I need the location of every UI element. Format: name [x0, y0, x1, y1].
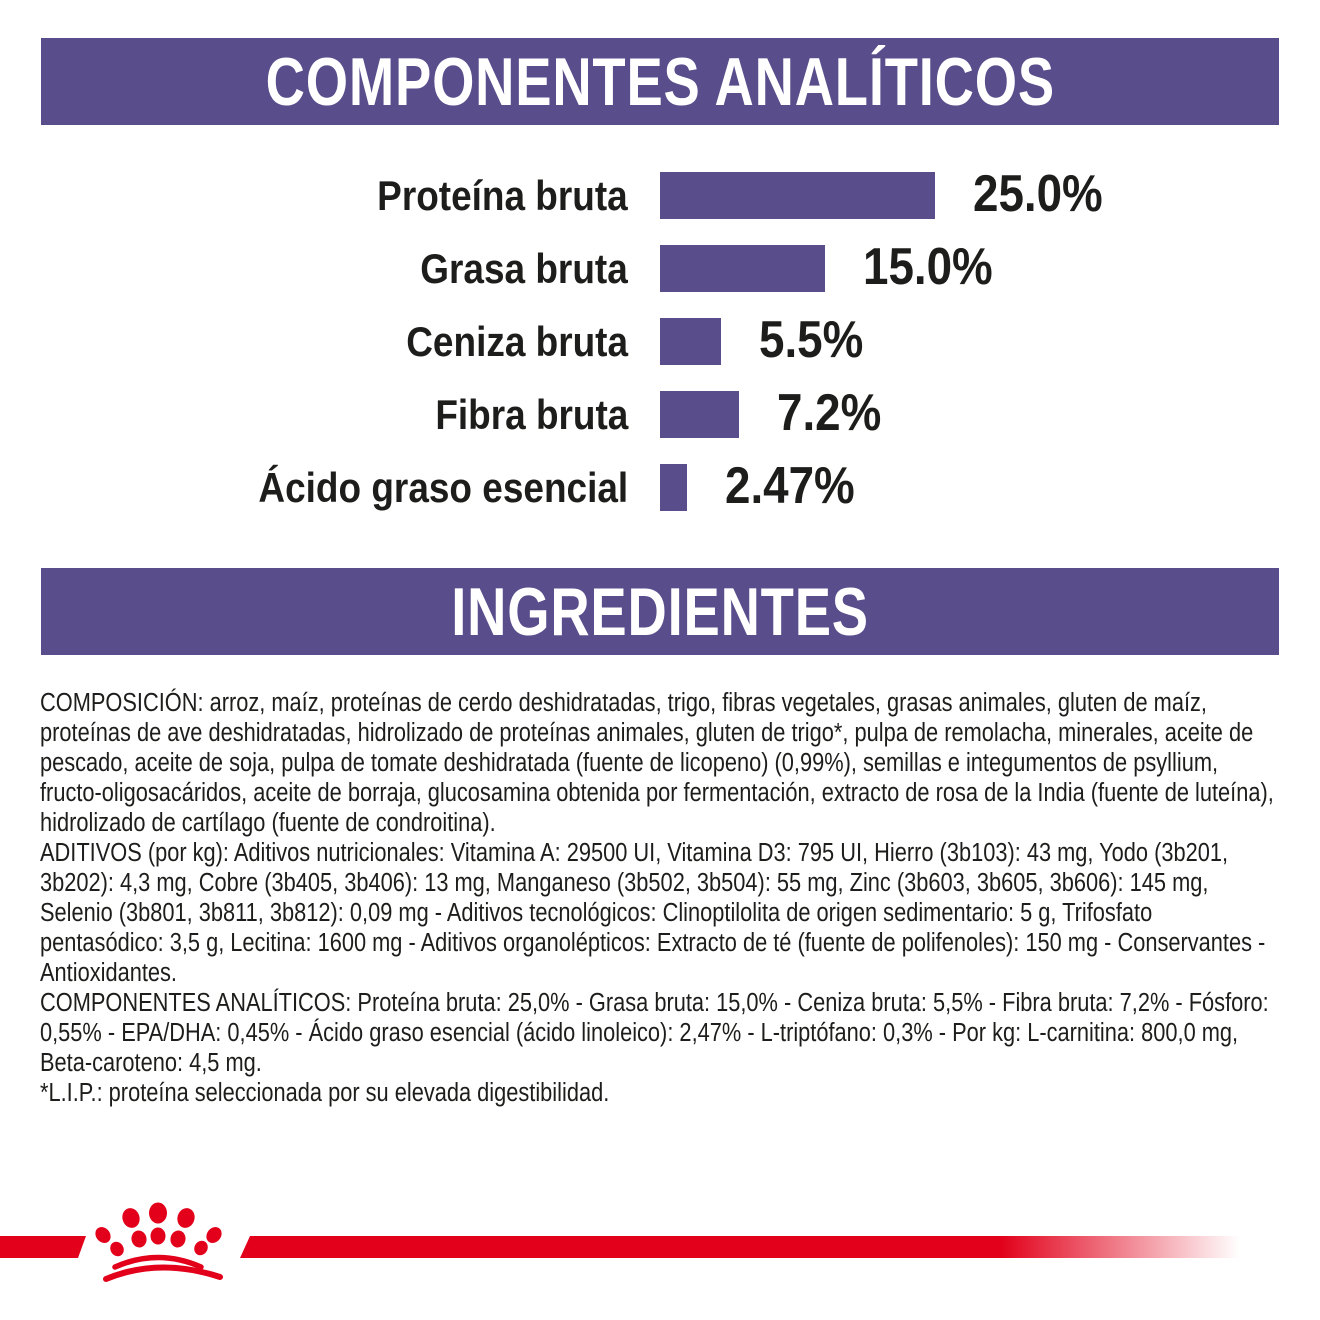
- analytical-components-chart: Proteína bruta 25.0% Grasa bruta 15.0% C…: [0, 0, 1320, 560]
- ingredients-banner: INGREDIENTES: [41, 568, 1279, 655]
- chart-row-value: 2.47%: [725, 457, 855, 515]
- chart-row-label: Ceniza bruta: [406, 318, 628, 365]
- additives-paragraph: ADITIVOS (por kg): Aditivos nutricionale…: [40, 839, 1266, 987]
- chart-row-value: 25.0%: [973, 165, 1103, 223]
- lip-footnote: *L.I.P.: proteína seleccionada por su el…: [40, 1079, 610, 1107]
- chart-row: Ceniza bruta 5.5%: [0, 314, 1320, 366]
- analytical-components-banner: COMPONENTES ANALÍTICOS: [41, 38, 1279, 125]
- red-stripe-right: [240, 1236, 1240, 1258]
- chart-row: Grasa bruta 15.0%: [0, 241, 1320, 293]
- ingredients-title: INGREDIENTES: [451, 573, 869, 650]
- chart-row-label: Fibra bruta: [434, 391, 628, 438]
- chart-row: Ácido graso esencial 2.47%: [0, 460, 1320, 512]
- chart-row-label: Ácido graso esencial: [258, 464, 628, 511]
- chart-bar: [660, 245, 825, 292]
- chart-row-value: 7.2%: [777, 384, 882, 442]
- chart-row-label: Grasa bruta: [420, 245, 628, 292]
- chart-row-value: 15.0%: [863, 238, 993, 296]
- red-stripe-left: [0, 1236, 86, 1258]
- chart-bar: [660, 172, 935, 219]
- royal-canin-crown-icon: [95, 1202, 223, 1282]
- chart-bar: [660, 318, 721, 365]
- chart-bar: [660, 464, 687, 511]
- analytical-constituents-paragraph: COMPONENTES ANALÍTICOS: Proteína bruta: …: [40, 989, 1269, 1077]
- chart-bar: [660, 391, 739, 438]
- ingredients-text-block: COMPOSICIÓN: arroz, maíz, proteínas de c…: [40, 688, 1279, 1108]
- chart-row-label: Proteína bruta: [377, 172, 628, 219]
- composition-paragraph: COMPOSICIÓN: arroz, maíz, proteínas de c…: [40, 689, 1274, 837]
- chart-row: Fibra bruta 7.2%: [0, 387, 1320, 439]
- analytical-components-title: COMPONENTES ANALÍTICOS: [265, 43, 1055, 120]
- chart-row: Proteína bruta 25.0%: [0, 168, 1320, 220]
- chart-row-value: 5.5%: [759, 311, 864, 369]
